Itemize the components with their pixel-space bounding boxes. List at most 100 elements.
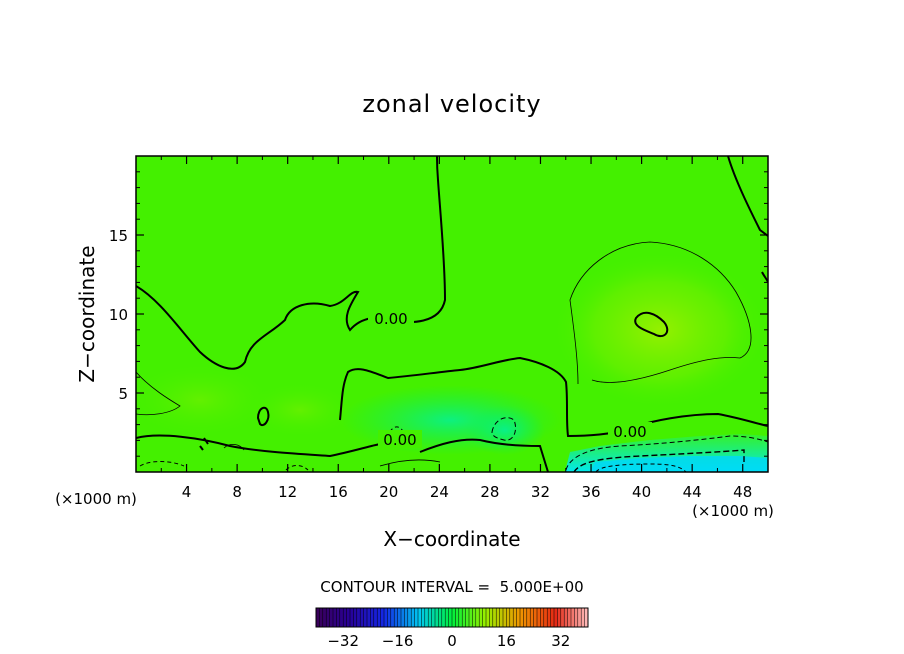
- colorbar-swatch: [373, 608, 378, 627]
- colorbar-swatch: [462, 608, 466, 627]
- colorbar-tick-label: 32: [551, 632, 570, 650]
- colorbar-swatch: [424, 608, 429, 627]
- contour-negative-right-core: [595, 463, 687, 472]
- colorbar-tick-label: 0: [447, 632, 457, 650]
- x-axis-label: X−coordinate: [383, 527, 520, 551]
- x-tick-label: 44: [683, 483, 702, 501]
- contour-negative-bottom-left: [139, 461, 185, 467]
- contour-dots-left: [199, 437, 209, 451]
- colorbar-swatch: [407, 608, 412, 627]
- contour-label-upper: 0.00: [374, 310, 407, 328]
- contour-small-loop-10: [256, 406, 270, 426]
- contour-positive-bottom: [379, 459, 441, 467]
- colorbar-swatch: [506, 608, 511, 627]
- x-tick-label: 16: [329, 483, 348, 501]
- colorbar-swatch: [584, 608, 589, 627]
- colorbar-swatch: [574, 608, 579, 627]
- colorbar-swatch: [452, 608, 456, 627]
- contour-negative-right-inner: [573, 449, 745, 472]
- colorbar-swatch: [469, 608, 473, 627]
- x-unit-label-right: (×1000 m): [692, 502, 774, 520]
- colorbar-swatch: [438, 608, 443, 627]
- colorbar-swatch: [533, 608, 538, 627]
- colorbar-swatch: [550, 608, 555, 627]
- colorbar-swatch: [350, 608, 354, 627]
- colorbar-swatch: [513, 608, 517, 627]
- colorbar-swatch: [333, 608, 337, 627]
- colorbar-swatch: [492, 608, 497, 627]
- colorbar-swatch: [387, 608, 392, 627]
- contour-negative-28: [491, 417, 517, 441]
- colorbar-swatch: [435, 608, 439, 627]
- colorbar-swatch: [496, 608, 500, 627]
- colorbar-swatch: [322, 608, 327, 627]
- colorbar-swatch: [523, 608, 528, 627]
- contour-label-right: 0.00: [613, 423, 646, 441]
- x-tick-label: 8: [232, 483, 242, 501]
- colorbar-swatch: [526, 608, 531, 627]
- colorbar-tick-label: 16: [497, 632, 516, 650]
- colorbar-swatch: [448, 608, 453, 627]
- colorbar-swatch: [543, 608, 548, 627]
- colorbar-swatch: [503, 608, 507, 627]
- contour-zero-lower-mid: [419, 438, 549, 472]
- colorbar-swatch: [537, 608, 541, 627]
- colorbar-swatch: [329, 608, 334, 627]
- colorbar-swatch: [475, 608, 480, 627]
- colorbar-swatch: [577, 608, 582, 627]
- cyan-core-bottom-right: [590, 456, 768, 472]
- colorbar-swatch: [530, 608, 534, 627]
- colorbar-swatch: [479, 608, 483, 627]
- colorbar-swatch: [390, 608, 395, 627]
- x-tick-label: 48: [733, 483, 752, 501]
- contour-zero-middle: [339, 356, 768, 438]
- contour-label-box-upper: [368, 309, 414, 327]
- colorbar-swatch: [557, 608, 562, 627]
- colorbar-swatch: [370, 608, 375, 627]
- x-tick-label: 28: [480, 483, 499, 501]
- colorbar-swatch: [547, 608, 551, 627]
- warm-anomaly-center: [240, 380, 360, 440]
- colorbar-swatch: [567, 608, 572, 627]
- cool-anomaly-28: [465, 405, 545, 455]
- colorbar-swatch: [363, 608, 368, 627]
- colorbar-swatch: [377, 608, 381, 627]
- x-unit-label-left: (×1000 m): [55, 490, 137, 508]
- colorbar-swatch: [380, 608, 385, 627]
- x-tick-label: 24: [430, 483, 449, 501]
- colorbar-swatch: [472, 608, 477, 627]
- contour-zero-upper-right: [727, 156, 768, 237]
- colorbar-swatch: [465, 608, 470, 627]
- y-tick-label: 15: [109, 227, 128, 245]
- colorbar-swatch: [581, 608, 585, 627]
- colorbar-swatch: [384, 608, 388, 627]
- x-tick-label: 12: [278, 483, 297, 501]
- y-axis-label: Z−coordinate: [75, 245, 99, 382]
- contour-positive-left: [136, 371, 181, 416]
- colorbar-swatch: [367, 608, 371, 627]
- contour-label-box-right: [608, 422, 652, 440]
- colorbar-swatch: [356, 608, 361, 627]
- colorbar-swatch: [431, 608, 436, 627]
- y-axis-ticks: 5 10 15: [109, 171, 768, 457]
- colorbar-swatch: [489, 608, 494, 627]
- x-tick-label: 32: [531, 483, 550, 501]
- contour-label-box-middle: [378, 430, 422, 448]
- colorbar-swatch: [326, 608, 330, 627]
- colorbar-swatch: [336, 608, 341, 627]
- x-tick-label: 40: [632, 483, 651, 501]
- colorbar-swatch: [560, 608, 565, 627]
- y-tick-label: 10: [109, 306, 128, 324]
- x-tick-label: 4: [182, 483, 192, 501]
- contour-closed-40: [634, 311, 669, 338]
- colorbar-frame: [315, 607, 589, 628]
- contour-label-middle: 0.00: [383, 431, 416, 449]
- colorbar-tick-label: −32: [327, 632, 359, 650]
- colorbar-swatch: [397, 608, 402, 627]
- colorbar-swatch: [404, 608, 409, 627]
- colorbar-swatch: [353, 608, 358, 627]
- colorbar-swatch: [540, 608, 545, 627]
- contour-positive-right: [569, 241, 752, 385]
- colorbar-swatch: [428, 608, 432, 627]
- colorbar-swatch: [394, 608, 398, 627]
